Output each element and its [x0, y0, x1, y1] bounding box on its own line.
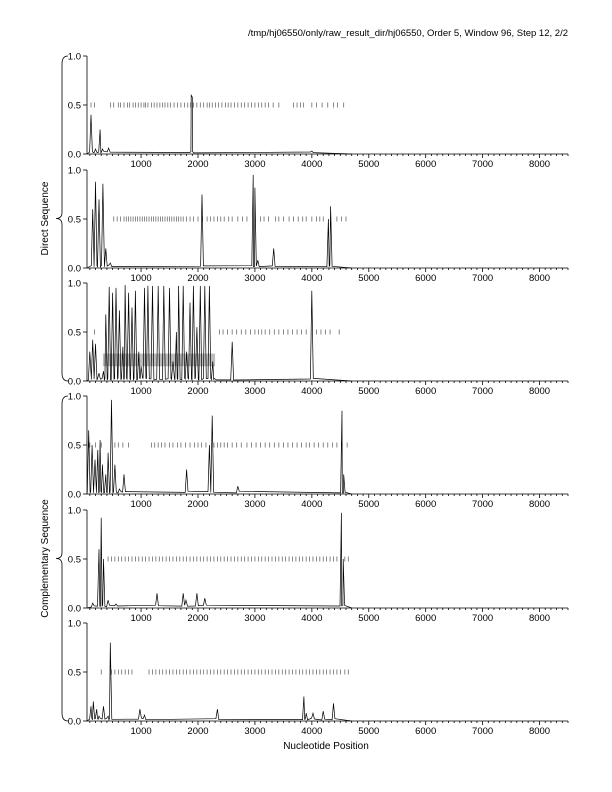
y-tick-label: 0.0	[68, 717, 81, 728]
x-tick-label: 6000	[415, 499, 436, 510]
x-tick-label: 7000	[472, 499, 493, 510]
figure-header: /tmp/hj06550/only/raw_result_dir/hj06550…	[248, 28, 568, 39]
x-tick-label: 5000	[358, 386, 379, 397]
x-tick-label: 5000	[358, 159, 379, 170]
y-tick-label: 0.5	[68, 441, 81, 452]
y-tick-label: 0.0	[68, 377, 81, 388]
x-tick-label: 4000	[301, 159, 322, 170]
x-tick-label: 7000	[472, 386, 493, 397]
y-tick-label: 1.0	[68, 279, 81, 290]
panel-5: 0.0 0.5 1.0 1000 2000 3000 4000 5000 6000 7000 800…	[68, 506, 569, 624]
x-tick-label: 7000	[472, 273, 493, 284]
x-tick-label: 2000	[187, 273, 208, 284]
x-tick-label: 3000	[244, 273, 265, 284]
y-tick-label: 1.0	[68, 506, 81, 517]
score-trace	[86, 512, 352, 609]
score-trace	[86, 642, 352, 722]
group-label: Direct Sequence	[40, 181, 51, 255]
y-tick-label: 1.0	[68, 166, 81, 177]
x-tick-label: 2000	[187, 499, 208, 510]
x-tick-label: 3000	[244, 726, 265, 737]
y-tick-label: 0.5	[68, 668, 81, 679]
x-tick-label: 4000	[301, 726, 322, 737]
x-tick-label: 3000	[244, 386, 265, 397]
x-tick-label: 8000	[529, 726, 550, 737]
x-tick-label: 7000	[472, 613, 493, 624]
x-tick-label: 6000	[415, 159, 436, 170]
panel-3: 0.0 0.5 1.0 1000 2000 3000 4000 5000 6000 7000 800…	[68, 279, 569, 397]
y-tick-label: 0.5	[68, 555, 81, 566]
x-tick-label: 5000	[358, 499, 379, 510]
y-tick-label: 0.0	[68, 604, 81, 615]
y-tick-label: 1.0	[68, 619, 81, 630]
x-tick-label: 1000	[131, 273, 152, 284]
x-tick-label: 4000	[301, 386, 322, 397]
score-trace	[86, 399, 352, 495]
x-tick-label: 4000	[301, 273, 322, 284]
x-tick-label: 6000	[415, 386, 436, 397]
x-tick-label: 5000	[358, 613, 379, 624]
panel-2: 0.0 0.5 1.0 1000 2000 3000 4000 5000 6000 7000 800…	[68, 166, 569, 284]
x-tick-label: 8000	[529, 273, 550, 284]
y-tick-label: 1.0	[68, 52, 81, 63]
x-tick-label: 6000	[415, 726, 436, 737]
x-tick-label: 1000	[131, 613, 152, 624]
y-tick-label: 0.0	[68, 490, 81, 501]
x-tick-label: 1000	[131, 159, 152, 170]
x-tick-label: 5000	[358, 273, 379, 284]
y-tick-label: 1.0	[68, 392, 81, 403]
x-tick-label: 1000	[131, 499, 152, 510]
x-tick-label: 1000	[131, 726, 152, 737]
panel-1: 0.0 0.5 1.0 1000 2000 3000 4000 5000 6000 7000 800…	[68, 52, 569, 170]
x-tick-label: 4000	[301, 613, 322, 624]
x-tick-label: 2000	[187, 613, 208, 624]
x-tick-label: 5000	[358, 726, 379, 737]
x-tick-label: 8000	[529, 386, 550, 397]
x-tick-label: 2000	[187, 386, 208, 397]
y-tick-label: 0.5	[68, 215, 81, 226]
score-trace	[86, 174, 352, 269]
x-tick-label: 2000	[187, 159, 208, 170]
x-tick-label: 7000	[472, 726, 493, 737]
score-trace	[86, 93, 352, 155]
y-tick-label: 0.0	[68, 264, 81, 275]
x-tick-label: 8000	[529, 159, 550, 170]
x-tick-label: 3000	[244, 159, 265, 170]
x-tick-label: 6000	[415, 273, 436, 284]
x-axis-title: Nucleotide Position	[283, 741, 369, 752]
x-tick-label: 4000	[301, 499, 322, 510]
panel-4: 0.0 0.5 1.0 1000 2000 3000 4000 5000 6000 7000 800…	[68, 392, 569, 510]
x-tick-label: 7000	[472, 159, 493, 170]
x-tick-label: 1000	[131, 386, 152, 397]
score-trace	[86, 284, 352, 382]
y-tick-label: 0.5	[68, 101, 81, 112]
x-tick-label: 8000	[529, 499, 550, 510]
panel-6: 0.0 0.5 1.0 1000 2000 3000 4000 5000 6000 7000 800…	[68, 619, 569, 737]
x-tick-label: 8000	[529, 613, 550, 624]
panels: 0.0 0.5 1.0 1000 2000 3000 4000 5000 6000 7000 800…	[40, 52, 569, 737]
x-tick-label: 6000	[415, 613, 436, 624]
x-tick-label: 2000	[187, 726, 208, 737]
group-label: Complementary Sequence	[40, 499, 51, 618]
x-tick-label: 3000	[244, 613, 265, 624]
y-tick-label: 0.0	[68, 150, 81, 161]
group-brace	[55, 55, 69, 382]
x-tick-label: 3000	[244, 499, 265, 510]
group-brace	[55, 395, 69, 722]
y-tick-label: 0.5	[68, 328, 81, 339]
